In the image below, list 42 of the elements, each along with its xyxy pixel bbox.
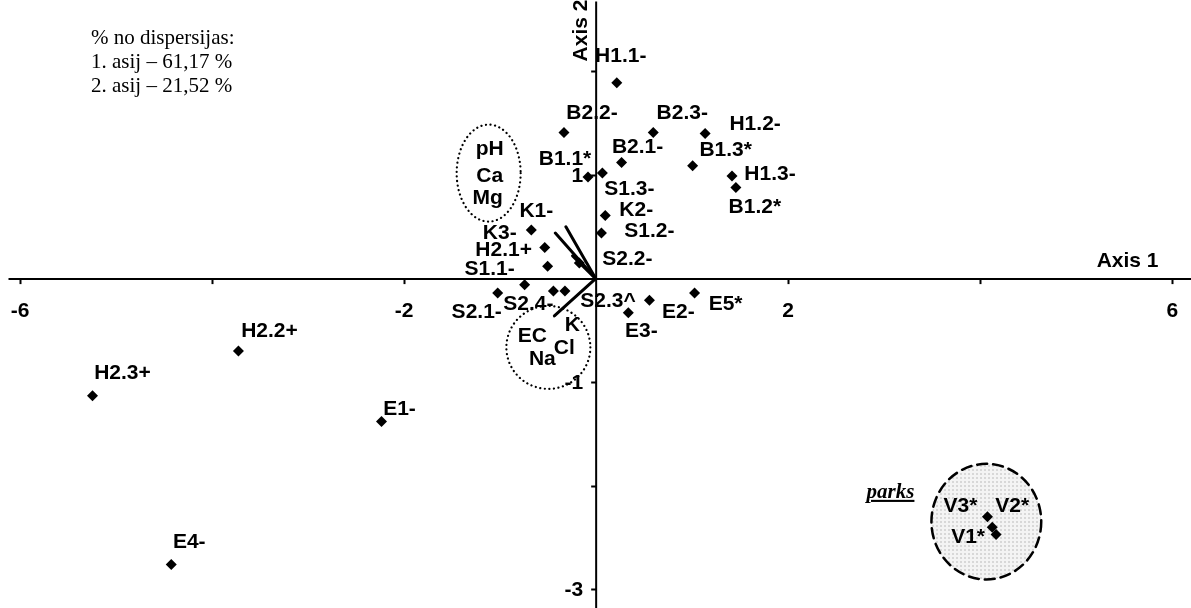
annotation: K1- bbox=[519, 197, 554, 221]
annotation: EC bbox=[517, 322, 547, 346]
annotation: S2.2- bbox=[602, 246, 653, 270]
annotation: H1.3- bbox=[744, 161, 796, 185]
annotation: V3* bbox=[943, 492, 979, 516]
annotation: E4- bbox=[172, 529, 206, 553]
x-tick-label: -6 bbox=[10, 298, 30, 322]
annotation: B1.3* bbox=[699, 136, 753, 160]
x-tick-label: -2 bbox=[394, 298, 414, 322]
y-tick-label: -1 bbox=[564, 369, 584, 393]
annotation: S1.3- bbox=[604, 175, 655, 199]
annotation: K2- bbox=[619, 197, 654, 221]
annotation: S2.4- bbox=[503, 291, 554, 315]
annotation: E5* bbox=[708, 291, 744, 315]
annotation: V1* bbox=[951, 524, 986, 548]
annotation: E1- bbox=[383, 395, 416, 419]
x-tick-label: 6 bbox=[1166, 298, 1179, 322]
annotation: Mg bbox=[472, 184, 503, 208]
annotation: S1.1- bbox=[464, 255, 515, 279]
annotation: E3- bbox=[624, 317, 658, 341]
annotation: pH bbox=[475, 135, 504, 159]
annotation: B2.3- bbox=[656, 99, 708, 123]
annotation: % no dispersijas: bbox=[91, 25, 235, 49]
annotation: E2- bbox=[662, 299, 695, 323]
x-tick-label: 2 bbox=[782, 298, 795, 322]
annotation: H2.3+ bbox=[94, 359, 151, 383]
annotation: K3- bbox=[482, 219, 517, 243]
annotation: V2* bbox=[995, 493, 1030, 517]
y-tick-label: -3 bbox=[564, 576, 584, 600]
annotation: H1.2- bbox=[729, 110, 781, 134]
annotation: S1.2- bbox=[624, 218, 675, 242]
annotation: 2. asij – 21,52 % bbox=[91, 73, 233, 97]
annotation: H2.2+ bbox=[241, 318, 298, 342]
annotation: 1. asij – 61,17 % bbox=[91, 49, 233, 73]
y-axis-title: Axis 2 bbox=[568, 0, 592, 62]
x-axis-title: Axis 1 bbox=[1096, 248, 1159, 272]
annotation: parks bbox=[864, 478, 915, 503]
annotation: Ca bbox=[476, 162, 504, 186]
annotation: K bbox=[564, 311, 580, 335]
annotation: B2.1- bbox=[611, 133, 664, 157]
annotation: B1.2* bbox=[728, 194, 782, 218]
annotation: S2.1- bbox=[451, 299, 502, 323]
